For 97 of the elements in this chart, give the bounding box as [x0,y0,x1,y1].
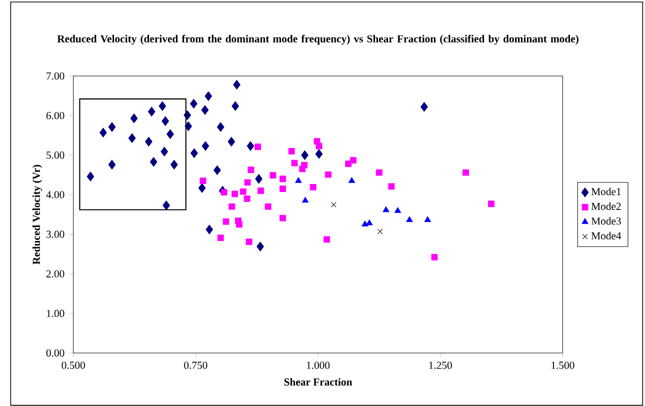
point [232,190,238,198]
point [246,238,252,245]
point [462,169,469,176]
legend-label: Mode1 [591,188,621,196]
point [130,114,138,124]
point [100,128,107,138]
x-tick-label: 1.250 [429,362,452,369]
y-tick-label: 1.00 [46,310,64,318]
point [377,228,383,234]
point [228,203,236,210]
x-tick-label: 0.500 [62,362,85,369]
point [108,122,116,132]
y-tick-label: 3.00 [46,230,64,238]
point [316,142,322,150]
point [190,148,198,158]
point [220,189,228,196]
point [295,177,302,183]
point [280,186,286,192]
point [406,216,413,222]
point [200,178,206,184]
legend-label: Mode2 [591,202,621,210]
point [128,133,136,143]
x-axis-title: Shear Fraction [284,378,352,386]
point [291,160,298,166]
point [204,91,212,101]
legend-label: Mode3 [591,217,621,225]
point [160,146,168,156]
point [202,141,210,151]
point [244,195,250,202]
point [280,176,286,182]
point [201,105,209,115]
point [366,219,373,226]
point [315,149,323,159]
point [488,200,494,208]
point [301,162,308,168]
y-tick-label: 7.00 [46,72,64,80]
x-tick-label: 0.750 [184,362,208,369]
point [258,188,264,194]
point [145,136,152,146]
point [86,172,94,182]
point [240,188,246,195]
point [350,157,356,164]
y-tick-label: 0.00 [46,349,64,357]
point [270,172,276,179]
point [162,200,170,210]
point [150,157,158,167]
point [244,179,251,186]
point [394,207,402,213]
y-axis-title: Reduced Velocity (Vr) [32,164,42,264]
point [248,166,254,173]
point [256,242,264,252]
y-tick-label: 2.00 [46,270,64,278]
point [424,216,431,222]
point [330,202,336,208]
point [431,254,438,260]
point [264,203,272,210]
point [222,218,230,225]
point [302,196,309,203]
point [148,106,156,116]
point [301,150,308,160]
point [280,214,286,222]
point [170,160,178,170]
point [214,165,221,175]
x-tick-label: 1.500 [552,362,574,369]
legend-label: Mode4 [591,232,622,240]
y-tick-label: 6.00 [46,112,64,120]
point [162,116,170,126]
point [388,183,395,190]
point [190,98,198,108]
point [158,101,166,111]
point [324,236,330,243]
point [382,206,390,212]
point [348,177,356,183]
point [216,122,224,132]
point [310,184,316,190]
point [184,121,192,132]
point [198,183,206,193]
point [362,220,368,226]
point [254,144,262,150]
point [236,221,242,228]
point [255,174,262,184]
point [206,224,214,234]
y-tick-label: 4.00 [46,191,64,198]
point [233,80,240,90]
point [228,136,236,146]
chart-title: Reduced Velocity (derived from the dominant mode frequency) vs Shear Fraction (classified by dominant mode) [57,34,578,45]
x-tick-label: 1.000 [306,362,330,369]
point [246,141,254,151]
point [166,129,174,139]
point [420,102,428,112]
point [217,234,224,242]
point [376,169,382,176]
y-tick-label: 5.00 [46,152,64,159]
point [232,101,239,111]
point [288,148,295,154]
point [325,171,332,178]
point [108,160,116,170]
